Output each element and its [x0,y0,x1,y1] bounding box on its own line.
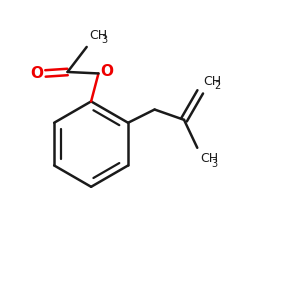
Text: CH: CH [200,152,218,166]
Text: CH: CH [90,29,108,42]
Text: 3: 3 [101,35,107,46]
Text: CH: CH [203,75,221,88]
Text: O: O [100,64,113,79]
Text: O: O [31,66,44,81]
Text: 2: 2 [215,81,221,91]
Text: 3: 3 [212,159,218,169]
